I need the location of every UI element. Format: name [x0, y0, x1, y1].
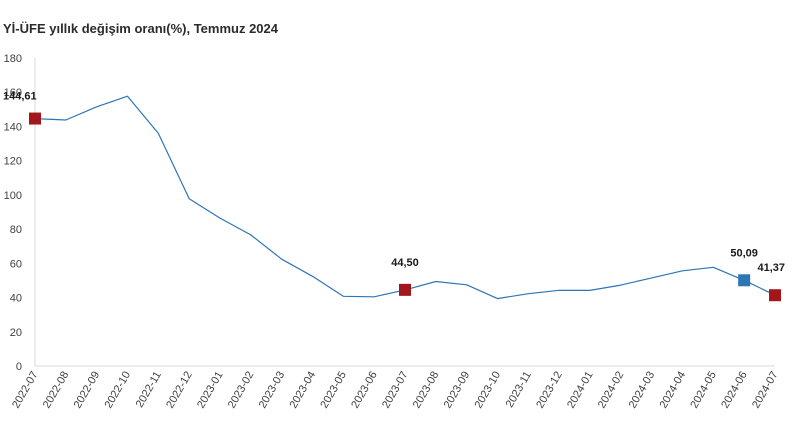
x-tick-label: 2023-06 [349, 370, 380, 411]
x-tick-label: 2022-11 [134, 370, 164, 410]
x-tick-label: 2022-09 [72, 370, 103, 411]
highlight-markers: 144,61 44,50 50,09 41,37 [3, 91, 785, 302]
y-tick-label: 180 [4, 53, 22, 65]
x-tick-label: 2023-11 [504, 370, 534, 410]
x-tick-label: 2022-07 [10, 370, 41, 411]
x-tick-label: 2023-05 [318, 370, 349, 411]
x-tick-label: 2023-03 [257, 370, 288, 411]
data-label: 144,61 [3, 91, 37, 103]
y-tick-label: 100 [4, 190, 22, 202]
highlight-marker [399, 283, 411, 296]
y-tick-label: 40 [10, 293, 22, 305]
x-tick-label: 2024-05 [688, 370, 719, 411]
x-tick-label: 2022-10 [103, 370, 134, 411]
x-tick-label: 2024-06 [719, 370, 750, 411]
y-axis-ticks: 0 20 40 60 80 100 120 140 160 180 [4, 53, 22, 373]
y-tick-label: 80 [10, 224, 22, 236]
data-label: 50,09 [730, 247, 758, 259]
x-tick-label: 2023-07 [380, 370, 411, 411]
y-tick-label: 140 [4, 121, 22, 133]
x-tick-label: 2023-09 [442, 370, 473, 411]
x-tick-label: 2022-12 [164, 370, 195, 411]
highlight-marker [738, 274, 751, 287]
y-tick-label: 160 [4, 87, 22, 99]
x-tick-label: 2023-01 [195, 370, 226, 411]
x-tick-label: 2024-07 [750, 370, 781, 411]
highlight-marker [769, 289, 781, 302]
y-tick-label: 20 [10, 327, 22, 339]
x-tick-label: 2023-02 [226, 370, 257, 411]
x-tick-label: 2024-04 [658, 370, 689, 411]
x-tick-label: 2023-12 [534, 370, 565, 411]
y-tick-label: 120 [4, 156, 22, 168]
chart-title: Yİ-ÜFE yıllık değişim oranı(%), Temmuz 2… [3, 21, 278, 36]
data-label: 44,50 [391, 257, 419, 269]
x-tick-label: 2023-04 [288, 370, 319, 411]
data-label: 41,37 [757, 262, 785, 274]
x-tick-label: 2024-03 [627, 370, 658, 411]
x-tick-label: 2023-10 [473, 370, 504, 411]
y-tick-label: 60 [10, 258, 22, 270]
highlight-marker [29, 112, 41, 125]
x-tick-label: 2023-08 [411, 370, 442, 411]
x-axis-ticks: 2022-07 2022-08 2022-09 2022-10 2022-11 2022-… [10, 370, 781, 411]
x-tick-label: 2024-02 [596, 370, 627, 411]
y-tick-label: 0 [16, 361, 22, 373]
x-tick-label: 2022-08 [41, 370, 72, 411]
x-tick-label: 2024-01 [565, 370, 596, 411]
